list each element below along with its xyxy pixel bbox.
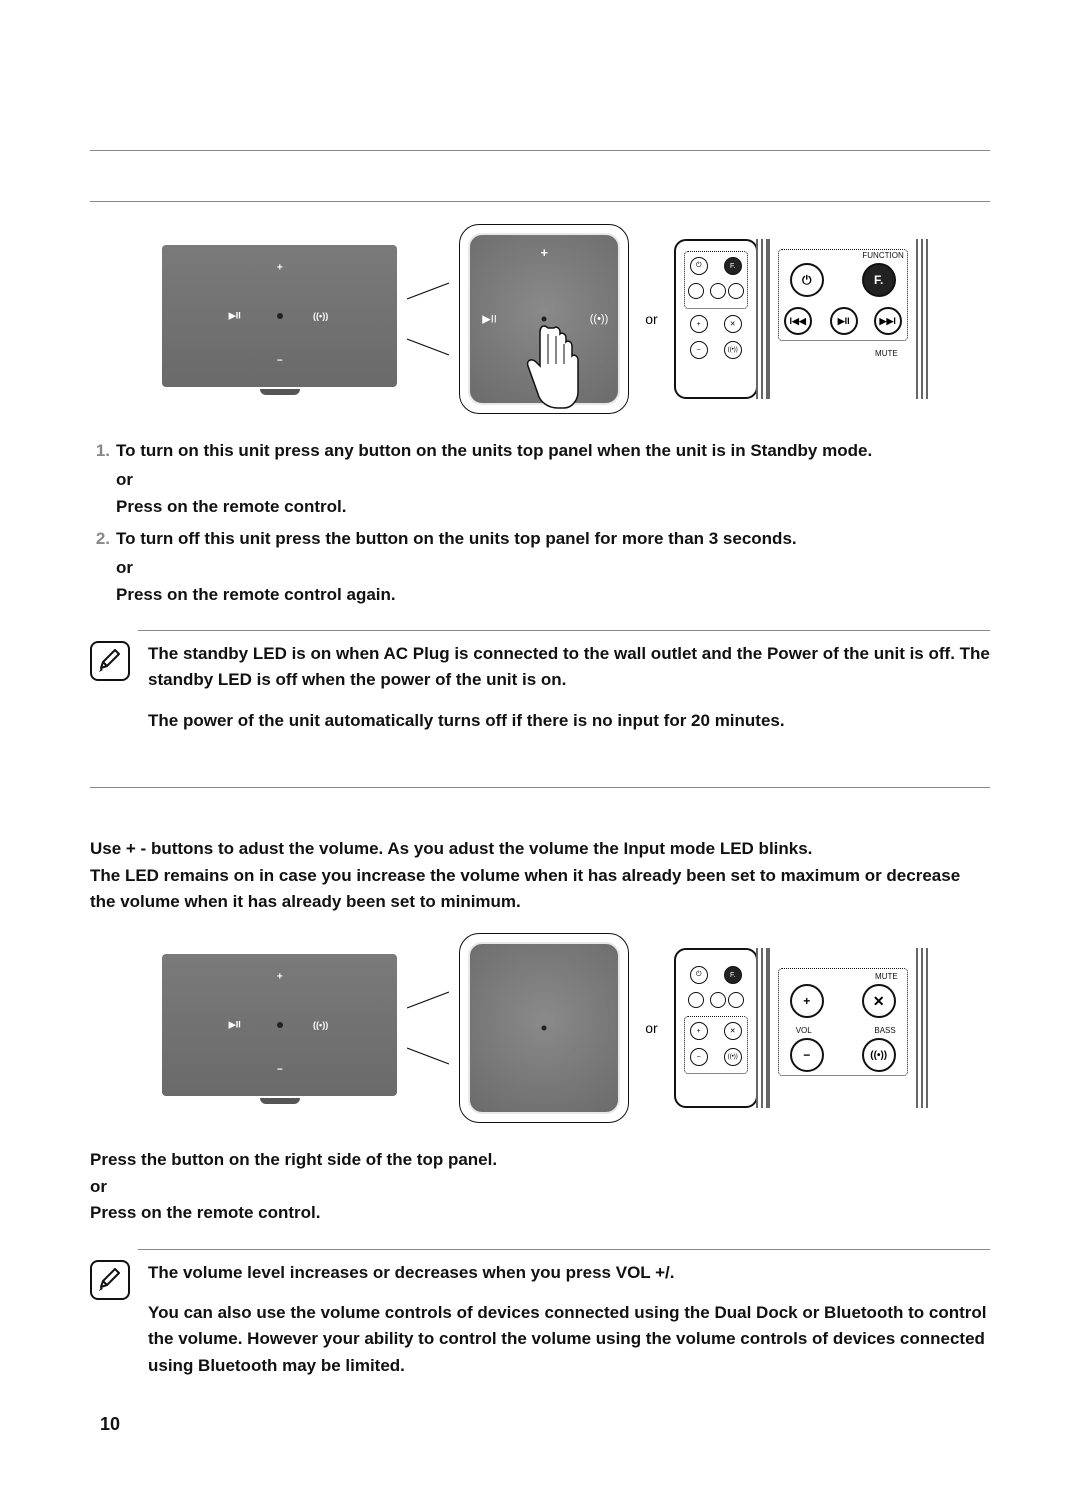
pencil-note-icon: [90, 641, 130, 681]
rbtn-power-icon: ⏻: [696, 262, 702, 270]
section-2-line-or: or: [90, 1174, 990, 1200]
step-1-number: 1.: [90, 438, 110, 464]
touch-closeup: + ▶II ((•)): [459, 224, 629, 414]
touch-closeup-2: [459, 933, 629, 1123]
zoom-play-btn: ▶II: [830, 307, 858, 335]
touch-bt-2: ((•)): [313, 1020, 328, 1030]
step-2-text: To turn off this unit press the button o…: [116, 526, 797, 552]
section-1-header: [90, 176, 990, 202]
or-label-2: or: [639, 1020, 663, 1036]
step-1-or: or: [90, 467, 990, 493]
note-1: The standby LED is on when AC Plug is co…: [90, 641, 990, 734]
section-2-lines: Press the button on the right side of th…: [90, 1147, 990, 1226]
touch-minus-2: −: [277, 1065, 283, 1076]
section-2-intro: Use + - buttons to adust the volume. As …: [90, 810, 990, 915]
section-2-line-2: Press on the remote control.: [90, 1200, 990, 1226]
zoom-mute-label-2: MUTE: [875, 972, 898, 981]
speaker-device: + − ▶II ((•)): [162, 245, 397, 393]
zoom-mute-btn: ✕: [862, 984, 896, 1018]
note-2: The volume level increases or decreases …: [90, 1260, 990, 1379]
closeup-play-label: ▶II: [482, 313, 497, 326]
note-2-text-a: The volume level increases or decreases …: [148, 1260, 990, 1286]
step-1b-text: Press on the remote control.: [90, 494, 990, 520]
top-rule: [90, 150, 990, 151]
remote-small-2: ⏻ F. + ✕ − ((•)): [674, 948, 758, 1108]
remote-small-1: ⏻ F. + ✕ − ((•)): [674, 239, 758, 399]
closeup-bt-label: ((•)): [590, 313, 609, 325]
zoom-next-btn: ▶▶I: [874, 307, 902, 335]
note-1-text-a: The standby LED is on when AC Plug is co…: [148, 641, 990, 694]
section-2-header: [90, 762, 990, 788]
hand-icon: [504, 316, 584, 416]
rbtn-f-icon: F.: [730, 263, 735, 270]
zoom-prev-btn: I◀◀: [784, 307, 812, 335]
note-1-text-b: The power of the unit automatically turn…: [148, 708, 990, 734]
closeup-plus-label: +: [540, 245, 548, 260]
remote-zoom-2: MUTE + ✕ VOL BASS − ((•)): [768, 948, 918, 1108]
or-label-1: or: [639, 311, 663, 327]
touch-plus-2: +: [277, 972, 283, 983]
remote-zoom-1: FUNCTION ⏻ F. I◀◀ ▶II ▶▶I MUTE: [768, 239, 918, 399]
touch-play-2: ▶II: [229, 1020, 241, 1031]
note-1-rule: [138, 630, 990, 631]
pencil-note-icon-2: [90, 1260, 130, 1300]
page-number: 10: [100, 1414, 120, 1435]
zoom-mute-label: MUTE: [875, 349, 898, 358]
zoom-function-label: FUNCTION: [862, 251, 903, 260]
note-2-text-b: You can also use the volume controls of …: [148, 1300, 990, 1379]
section-2-line-1: Press the button on the right side of th…: [90, 1147, 990, 1173]
callout-lines-2: [407, 988, 449, 1068]
step-2-or: or: [90, 555, 990, 581]
section-1-steps: 1. To turn on this unit press any button…: [90, 438, 990, 608]
touch-play: ▶II: [229, 311, 241, 322]
note-2-rule: [138, 1249, 990, 1250]
touch-plus: +: [277, 263, 283, 274]
step-2-number: 2.: [90, 526, 110, 552]
zoom-vol-label: VOL: [796, 1026, 812, 1035]
callout-lines-1: [407, 279, 449, 359]
manual-page: + − ▶II ((•)) + ▶II ((•)): [90, 150, 990, 1379]
zoom-bass-btn: ((•)): [862, 1038, 896, 1072]
step-2b-text: Press on the remote control again.: [90, 582, 990, 608]
step-1-text: To turn on this unit press any button on…: [116, 438, 872, 464]
zoom-plus-btn: +: [790, 984, 824, 1018]
zoom-f-btn: F.: [862, 263, 896, 297]
zoom-minus-btn: −: [790, 1038, 824, 1072]
illustration-row-2: + − ▶II ((•)) or ⏻ F. +: [90, 933, 990, 1123]
illustration-row-1: + − ▶II ((•)) + ▶II ((•)): [90, 224, 990, 414]
speaker-device-2: + − ▶II ((•)): [162, 954, 397, 1102]
zoom-bass-label: BASS: [874, 1026, 895, 1035]
touch-minus: −: [277, 356, 283, 367]
zoom-power-btn: ⏻: [790, 263, 824, 297]
touch-bt: ((•)): [313, 311, 328, 321]
